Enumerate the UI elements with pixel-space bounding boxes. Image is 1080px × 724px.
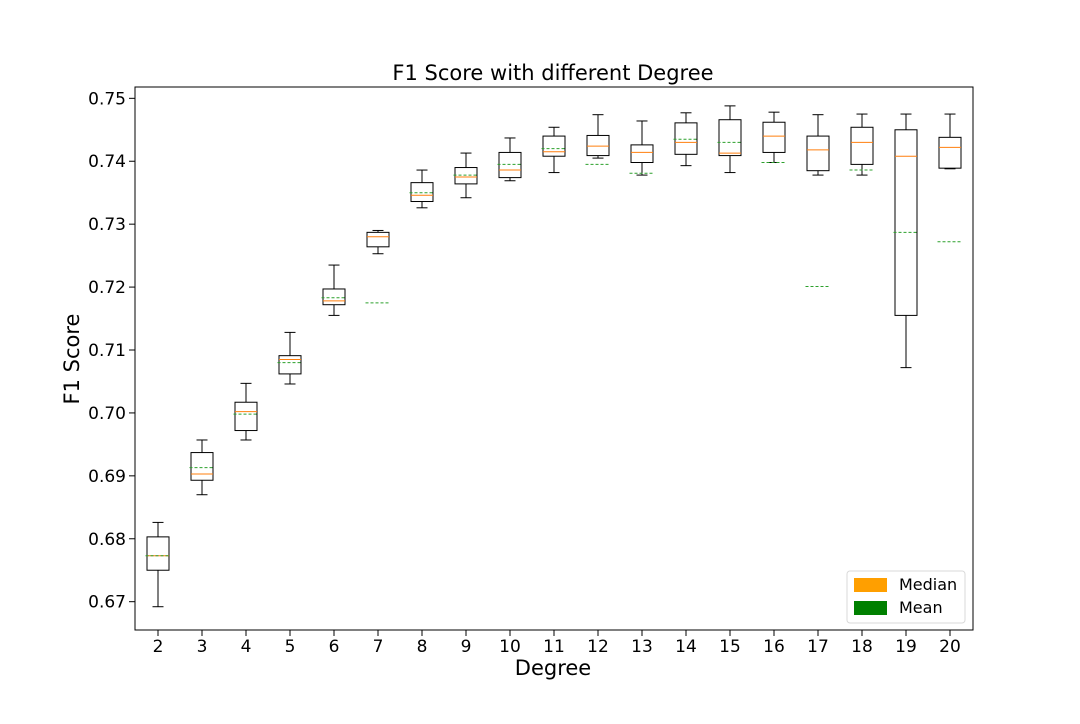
y-tick-label: 0.68 [88, 530, 126, 550]
x-tick-label: 17 [807, 637, 829, 657]
y-tick-label: 0.75 [88, 89, 126, 109]
box-group [497, 137, 523, 182]
box-group [277, 331, 303, 385]
box-group [365, 229, 391, 304]
interquartile-box [718, 119, 742, 157]
x-axis-label: Degree [515, 656, 591, 680]
interquartile-box [674, 122, 698, 155]
box-group [233, 382, 259, 441]
y-tick-label: 0.74 [88, 152, 126, 172]
x-tick-label: 8 [417, 637, 428, 657]
y-tick-label: 0.71 [88, 341, 126, 361]
interquartile-box [894, 129, 918, 316]
x-tick-label: 19 [895, 637, 917, 657]
box-group [321, 264, 347, 316]
box-series [145, 105, 963, 608]
interquartile-box [454, 167, 478, 185]
interquartile-box [938, 136, 962, 169]
box-group [717, 105, 743, 174]
interquartile-box [806, 135, 830, 172]
x-tick-label: 6 [329, 637, 340, 657]
x-tick-label: 12 [587, 637, 609, 657]
legend: Median Mean [846, 570, 966, 624]
x-tick-label: 20 [939, 637, 961, 657]
interquartile-box [322, 288, 346, 306]
interquartile-box [366, 231, 390, 248]
x-tick-label: 7 [373, 637, 384, 657]
legend-label: Mean [899, 598, 943, 617]
box-group [145, 521, 171, 608]
interquartile-box [586, 134, 610, 157]
x-tick-label: 9 [461, 637, 472, 657]
x-tick-label: 15 [719, 637, 741, 657]
x-tick-label: 18 [851, 637, 873, 657]
interquartile-box [498, 151, 522, 179]
interquartile-box [630, 144, 654, 164]
y-tick-label: 0.70 [88, 404, 126, 424]
x-tick-label: 10 [499, 637, 521, 657]
y-tick-label: 0.69 [88, 467, 126, 487]
y-tick-label: 0.73 [88, 215, 126, 235]
x-tick-label: 5 [285, 637, 296, 657]
box-group [585, 114, 611, 165]
box-group [189, 439, 215, 496]
box-group [849, 113, 875, 176]
legend-swatch [854, 601, 887, 615]
x-tick-label: 3 [197, 637, 208, 657]
x-tick-label: 14 [675, 637, 697, 657]
box-group [893, 113, 919, 369]
interquartile-box [146, 536, 170, 571]
y-tick-label: 0.72 [88, 278, 126, 298]
y-axis: 0.67 0.68 0.69 0.70 0.71 0.72 0.73 0.74 0.75 [88, 89, 135, 613]
chart-title: F1 Score with different Degree [392, 61, 713, 85]
x-tick-label: 4 [241, 637, 252, 657]
interquartile-box [234, 401, 258, 432]
legend-swatch [854, 578, 887, 592]
interquartile-box [190, 452, 214, 481]
box-group [761, 111, 787, 164]
box-group [937, 113, 963, 243]
x-tick-label: 2 [153, 637, 164, 657]
y-axis-label: F1 Score [60, 314, 84, 405]
y-tick-label: 0.67 [88, 593, 126, 613]
x-axis: 2 3 4 5 6 7 8 9 10 11 12 13 14 15 16 17 18 19 20 [153, 630, 961, 657]
interquartile-box [278, 355, 302, 375]
legend-label: Median [899, 575, 957, 594]
interquartile-box [542, 135, 566, 157]
box-group [629, 120, 655, 176]
box-group [453, 152, 479, 199]
box-group [673, 112, 699, 167]
interquartile-box [410, 182, 434, 203]
box-group [541, 126, 567, 174]
x-tick-label: 11 [543, 637, 565, 657]
box-group [409, 169, 435, 209]
x-tick-label: 16 [763, 637, 785, 657]
interquartile-box [850, 126, 874, 165]
interquartile-box [762, 121, 786, 153]
x-tick-label: 13 [631, 637, 653, 657]
box-group [805, 114, 831, 287]
